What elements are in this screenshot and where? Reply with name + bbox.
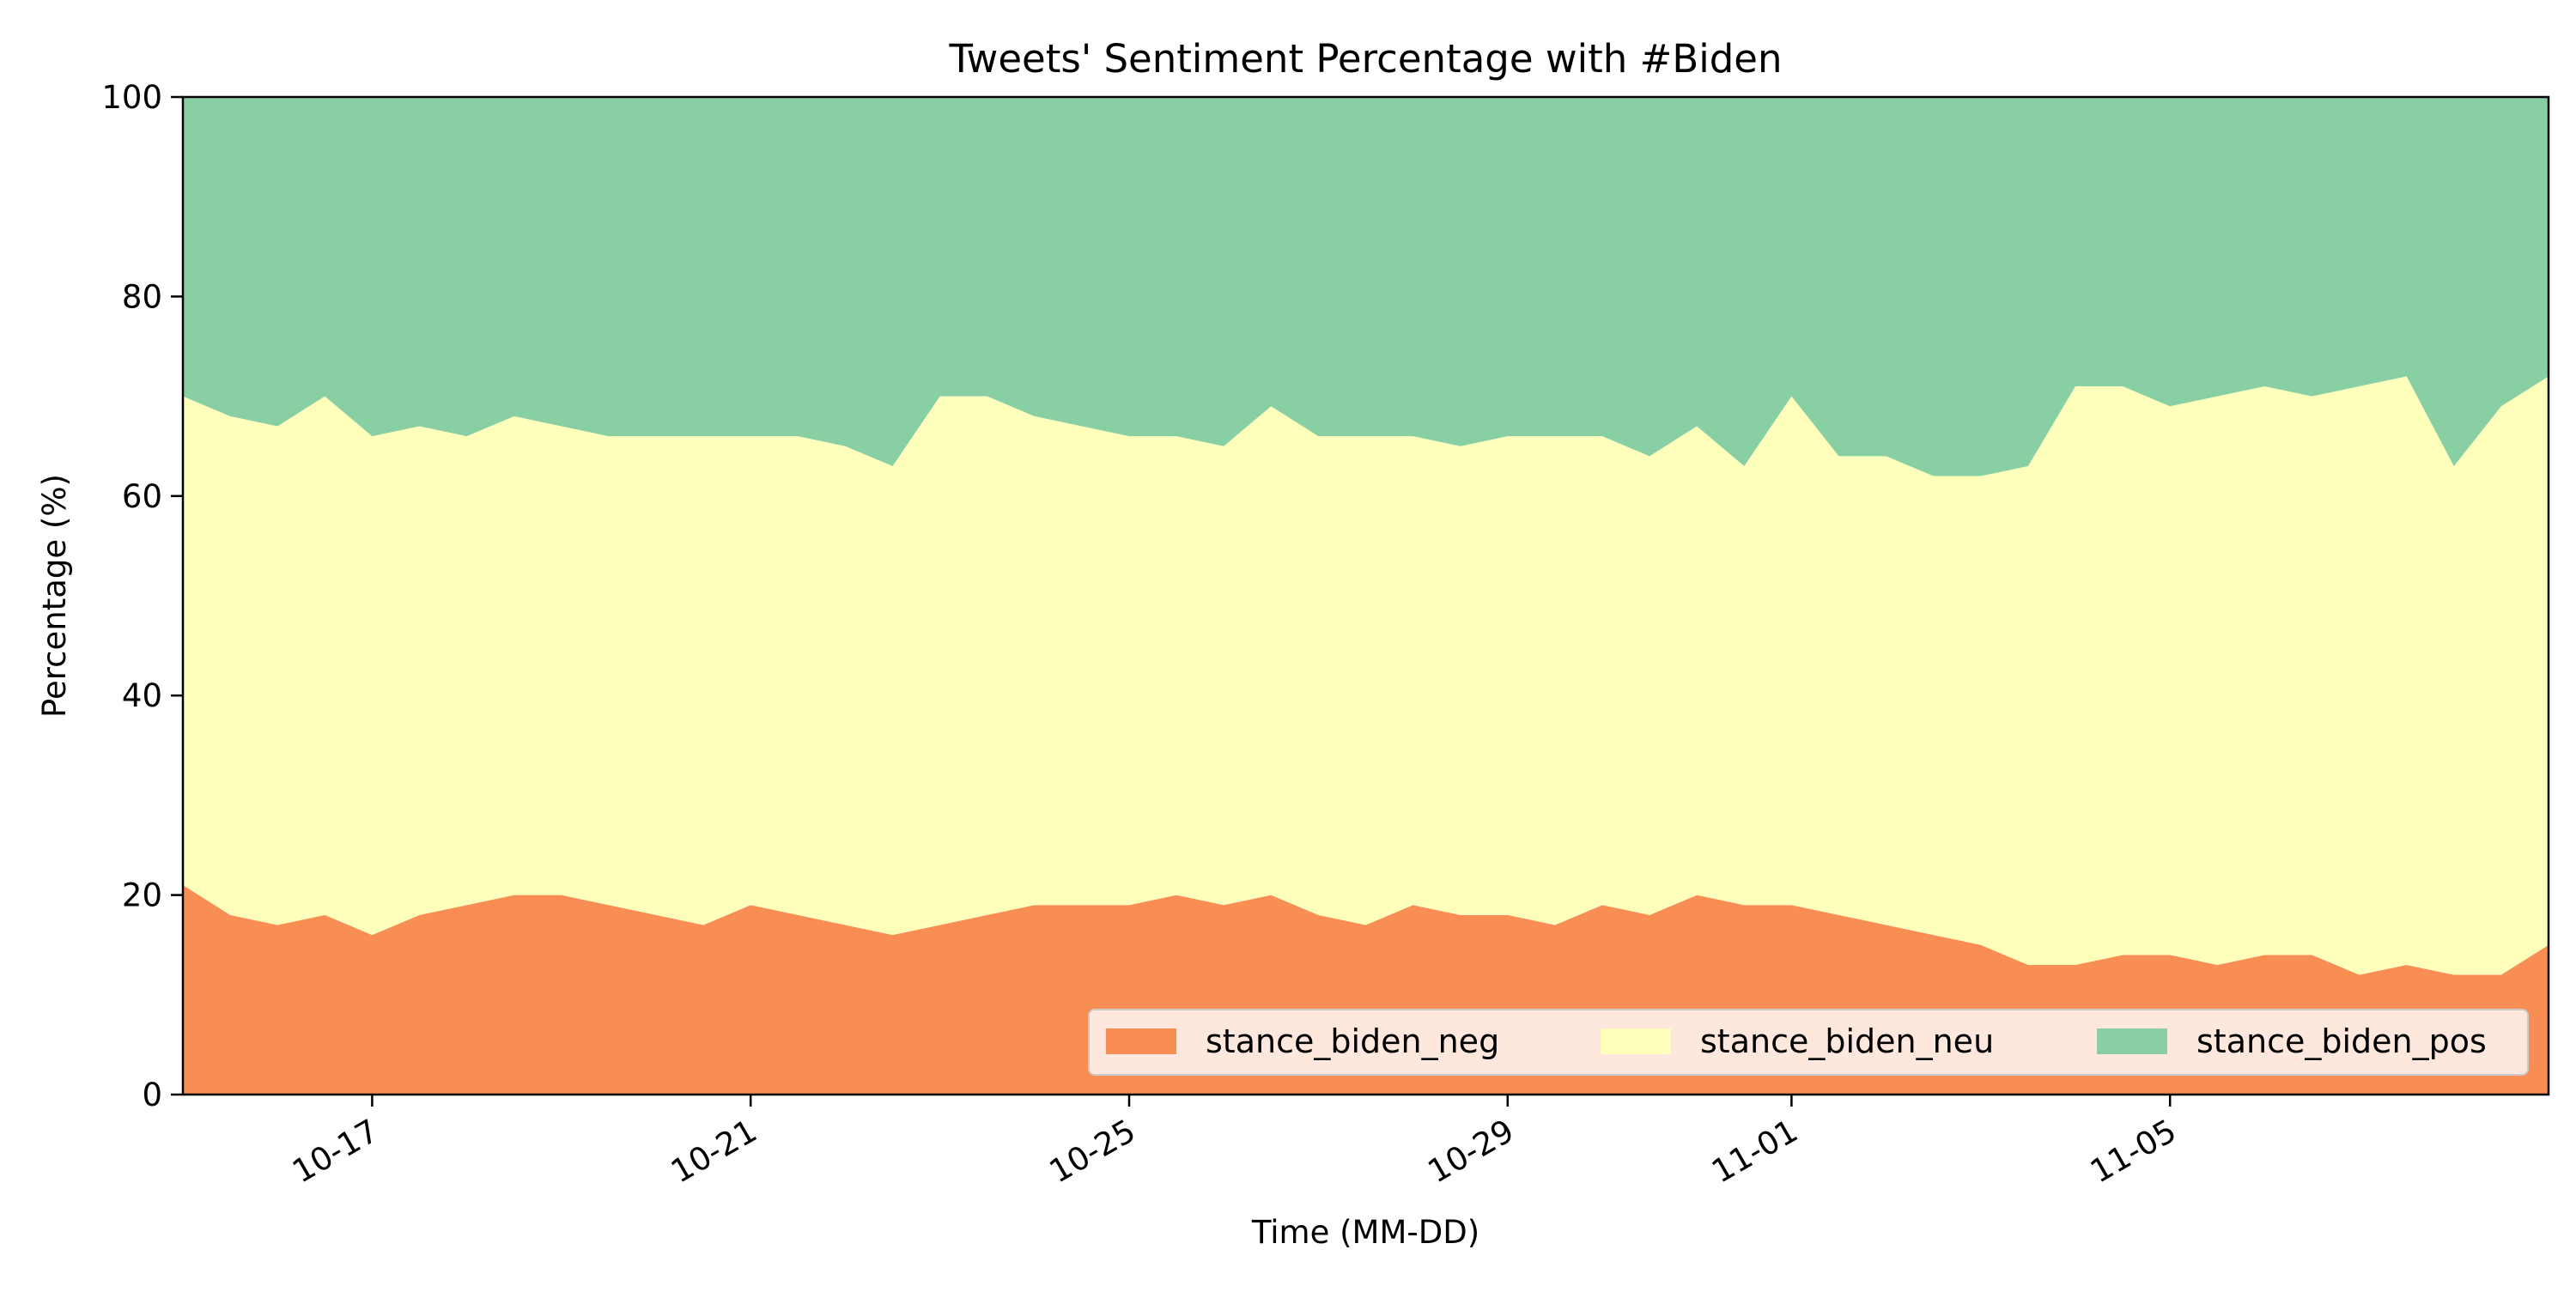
y-tick-label: 40 [122, 677, 162, 714]
x-axis-title: Time (MM-DD) [1251, 1214, 1479, 1251]
chart-title: Tweets' Sentiment Percentage with #Biden [949, 36, 1783, 82]
plot-frame [181, 95, 2550, 1096]
legend-label: stance_biden_neg [1206, 1022, 1499, 1060]
legend-swatch [2097, 1028, 2167, 1054]
x-tick-label: 10-29 [1422, 1113, 1521, 1191]
legend: stance_biden_neg stance_biden_neu stance_b… [1088, 1009, 2529, 1076]
legend-label: stance_biden_pos [2196, 1022, 2487, 1060]
y-tick-label: 60 [122, 478, 162, 515]
x-tick-label: 10-17 [286, 1113, 385, 1191]
x-tick-label: 11-05 [2084, 1113, 2183, 1191]
x-tick-label: 10-21 [665, 1113, 763, 1191]
x-tick-label: 10-25 [1043, 1113, 1142, 1191]
x-tick-label: 11-01 [1705, 1113, 1804, 1191]
area-layer [183, 97, 2549, 1095]
y-axis: 0 20 40 60 80 100 [101, 79, 183, 1113]
y-tick-label: 20 [122, 877, 162, 914]
legend-label: stance_biden_neu [1700, 1022, 1994, 1060]
y-tick-label: 0 [142, 1077, 162, 1113]
area-stance-biden-pos [183, 97, 2549, 476]
legend-frame [1088, 1009, 2529, 1076]
x-axis: 10-17 10-21 10-25 10-29 11-01 11-05 [286, 1095, 2183, 1191]
legend-swatch [1601, 1028, 1671, 1054]
area-stance-biden-neu [183, 376, 2549, 975]
y-tick-label: 100 [101, 79, 162, 116]
y-axis-title: Percentage (%) [36, 474, 73, 718]
y-tick-label: 80 [122, 278, 162, 315]
legend-swatch [1106, 1028, 1176, 1054]
